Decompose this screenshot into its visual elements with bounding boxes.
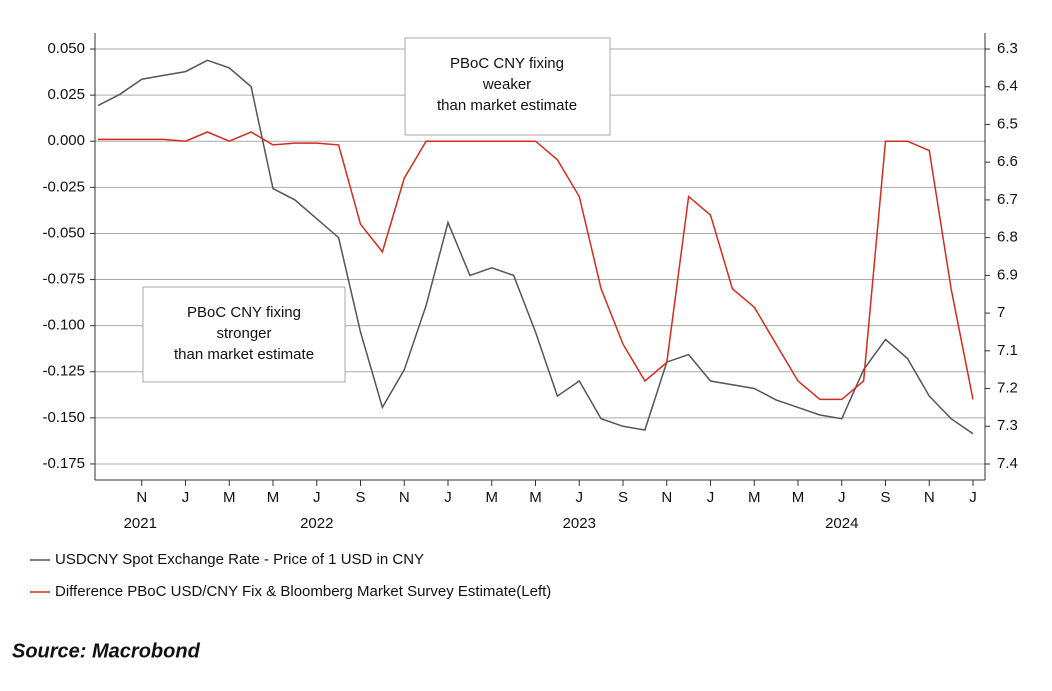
- y2-tick-label: 6.7: [997, 191, 1018, 208]
- y-tick-label: 0.025: [47, 86, 85, 103]
- y2-tick-label: 7.4: [997, 455, 1018, 472]
- year-label: 2021: [124, 515, 157, 532]
- x-tick-label: N: [661, 489, 672, 506]
- x-tick-label: J: [576, 489, 584, 506]
- x-tick-label: S: [355, 489, 365, 506]
- y2-tick-label: 6.4: [997, 78, 1018, 95]
- x-tick-label: N: [399, 489, 410, 506]
- x-tick-label: M: [748, 489, 761, 506]
- series-line: [98, 131, 974, 401]
- y2-tick-label: 6.6: [997, 153, 1018, 170]
- annotation: stronger: [216, 325, 271, 342]
- y2-tick-label: 6.9: [997, 266, 1018, 283]
- y-tick-label: -0.025: [42, 178, 85, 195]
- legend-label: Difference PBoC USD/CNY Fix & Bloomberg …: [55, 583, 551, 600]
- y-tick-label: -0.125: [42, 363, 85, 380]
- y2-tick-label: 6.5: [997, 115, 1018, 132]
- x-tick-label: J: [182, 489, 190, 506]
- y2-tick-label: 7: [997, 304, 1005, 321]
- annotation-box: [404, 37, 611, 136]
- x-tick-label: M: [486, 489, 499, 506]
- y-tick-label: -0.100: [42, 317, 85, 334]
- x-tick-label: J: [313, 489, 321, 506]
- y-tick-label: -0.175: [42, 455, 85, 472]
- x-tick-label: N: [924, 489, 935, 506]
- x-tick-label: M: [223, 489, 236, 506]
- x-tick-label: N: [136, 489, 147, 506]
- annotation: than market estimate: [174, 346, 314, 363]
- annotation: PBoC CNY fixing: [187, 304, 301, 321]
- y-tick-label: 0.050: [47, 40, 85, 57]
- x-tick-label: S: [880, 489, 890, 506]
- x-tick-label: S: [618, 489, 628, 506]
- y-tick-label: 0.000: [47, 132, 85, 149]
- annotation: PBoC CNY fixing: [450, 55, 564, 72]
- plot: 0.050 0.025 0.000 -0.025 -0.050 -0.075 -0.100 -…: [30, 33, 1018, 600]
- y-tick-label: -0.050: [42, 224, 85, 241]
- x-tick-label: M: [792, 489, 805, 506]
- y-tick-label: -0.150: [42, 409, 85, 426]
- y2-tick-label: 6.3: [997, 40, 1018, 57]
- annotation: weaker: [482, 76, 531, 93]
- x-tick-label: J: [444, 489, 452, 506]
- x-tick-label: J: [838, 489, 846, 506]
- y2-tick-label: 7.2: [997, 380, 1018, 397]
- x-tick-label: M: [267, 489, 280, 506]
- y2-tick-label: 6.8: [997, 229, 1018, 246]
- x-tick-label: M: [529, 489, 542, 506]
- legend-label: USDCNY Spot Exchange Rate - Price of 1 U…: [55, 551, 424, 568]
- source: Source: Macrobond: [12, 640, 201, 662]
- x-tick-label: J: [707, 489, 715, 506]
- y2-tick-label: 7.3: [997, 417, 1018, 434]
- y2-tick-label: 7.1: [997, 342, 1018, 359]
- year-label: 2024: [825, 515, 858, 532]
- annotation: than market estimate: [437, 97, 577, 114]
- series-line: [97, 59, 974, 435]
- year-label: 2022: [300, 515, 333, 532]
- annotation-box: [142, 286, 346, 383]
- x-tick-label: J: [969, 489, 977, 506]
- y-tick-label: -0.075: [42, 271, 85, 288]
- year-label: 2023: [563, 515, 596, 532]
